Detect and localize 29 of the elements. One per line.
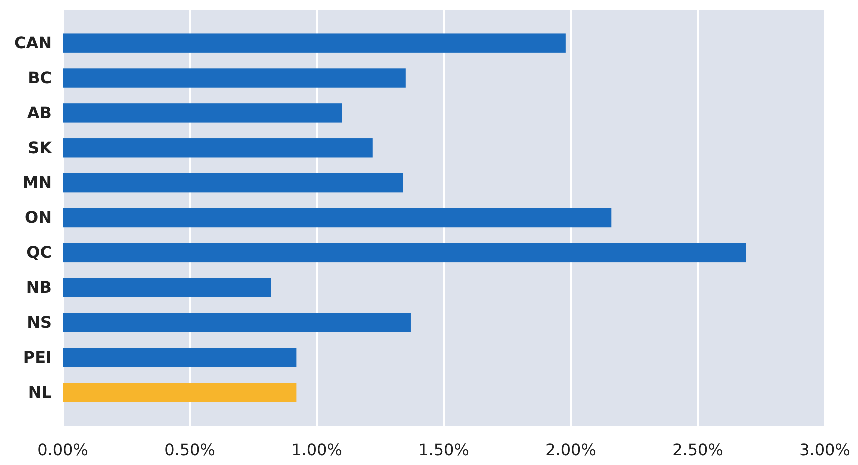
x-tick-label: 0.50% [164,440,216,460]
y-tick-label: BC [28,68,52,88]
bar [63,68,406,88]
y-tick-label: SK [28,138,53,158]
y-tick-label: AB [27,103,52,122]
y-tick-label: ON [25,208,52,228]
bar [63,34,566,53]
bar [63,208,612,228]
x-tick-label: 1.50% [418,440,470,460]
y-tick-label: NB [26,278,52,297]
y-tick-label: CAN [14,33,52,52]
x-tick-label: 0.00% [38,440,88,460]
bar [63,383,297,402]
y-tick-label: QC [26,243,52,262]
x-tick-label: 2.00% [546,440,596,460]
bar [63,104,342,123]
x-tick-label: 2.50% [672,440,724,460]
bar [63,173,404,193]
x-tick-label: 3.00% [800,440,850,460]
bar [63,313,411,332]
bar [63,348,297,368]
x-tick-label: 1.00% [292,440,342,460]
bar [63,278,272,298]
y-tick-label: MN [22,173,52,192]
bar [63,243,746,263]
bar [63,138,373,158]
y-tick-label: NL [28,382,52,402]
y-tick-label: NS [27,312,52,332]
y-tick-label: PEI [23,348,52,367]
